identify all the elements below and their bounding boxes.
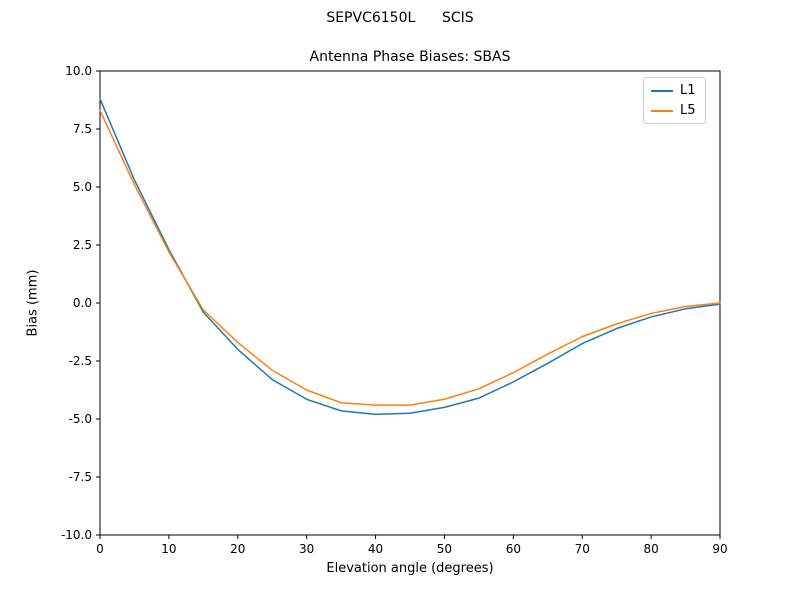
y-tick-label: -2.5 bbox=[69, 354, 92, 368]
x-tick-label: 80 bbox=[643, 542, 658, 556]
chart-title: Antenna Phase Biases: SBAS bbox=[309, 49, 511, 65]
x-tick-label: 40 bbox=[368, 542, 383, 556]
x-tick-label: 90 bbox=[712, 542, 727, 556]
y-tick-label: -10.0 bbox=[61, 528, 92, 542]
legend: L1 L5 bbox=[643, 77, 706, 124]
chart-suptitle: SEPVC6150L SCIS bbox=[326, 10, 474, 26]
series-line-L5 bbox=[99, 109, 721, 406]
series-line-L1 bbox=[99, 98, 721, 416]
legend-label-L5: L5 bbox=[680, 103, 696, 118]
y-axis-label: Bias (mm) bbox=[25, 269, 41, 337]
legend-line-sample-L5 bbox=[651, 109, 673, 112]
legend-item-L5: L5 bbox=[651, 103, 696, 118]
legend-line-sample-L1 bbox=[651, 89, 673, 92]
x-tick-label: 20 bbox=[230, 542, 245, 556]
x-tick-label: 50 bbox=[437, 542, 452, 556]
x-tick-label: 70 bbox=[575, 542, 590, 556]
y-tick-label: 0.0 bbox=[73, 296, 92, 310]
legend-item-L1: L1 bbox=[651, 83, 696, 98]
x-tick-label: 10 bbox=[161, 542, 176, 556]
y-tick-label: -7.5 bbox=[69, 470, 92, 484]
y-tick-label: -5.0 bbox=[69, 412, 92, 426]
legend-label-L1: L1 bbox=[680, 83, 696, 98]
y-tick-label: 7.5 bbox=[73, 122, 92, 136]
x-tick-label: 30 bbox=[299, 542, 314, 556]
y-tick-label: 2.5 bbox=[73, 238, 92, 252]
x-axis-label: Elevation angle (degrees) bbox=[326, 561, 494, 576]
x-tick-label: 60 bbox=[506, 542, 521, 556]
x-tick-label: 0 bbox=[96, 542, 104, 556]
axes-border bbox=[99, 70, 721, 536]
y-tick-label: 5.0 bbox=[73, 180, 92, 194]
y-tick-label: 10.0 bbox=[65, 64, 92, 78]
